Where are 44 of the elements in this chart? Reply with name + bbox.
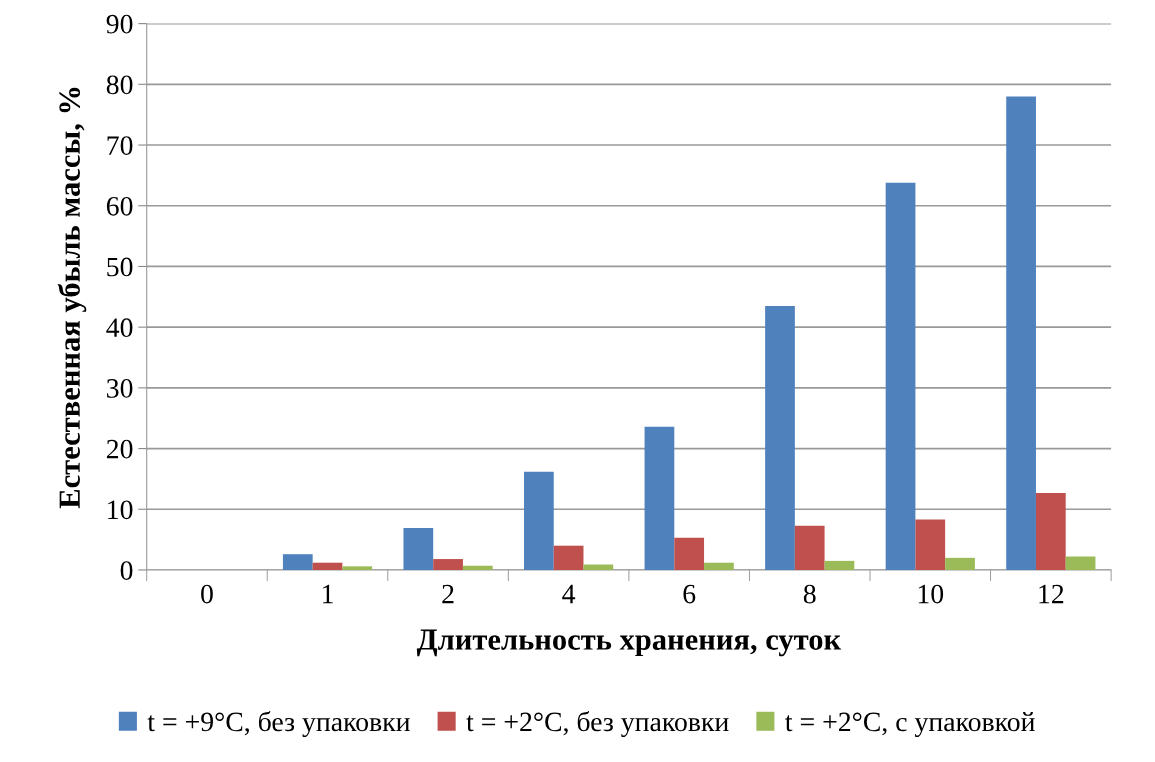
- x-tick-label: 12: [1039, 584, 1064, 604]
- bar: [1006, 96, 1036, 570]
- x-tick-label: 2: [442, 584, 454, 604]
- y-tick-label: 10: [108, 500, 133, 520]
- legend-label: t = +2°C, с упаковкой: [785, 711, 1035, 737]
- bar: [312, 562, 343, 570]
- bar: [824, 560, 855, 570]
- bar: [1035, 492, 1066, 570]
- y-tick-label: 70: [107, 136, 133, 155]
- bar: [1065, 556, 1096, 570]
- bar: [704, 562, 734, 570]
- y-tick-label: 30: [107, 379, 133, 398]
- bar: [342, 566, 373, 570]
- x-tick-label: 10: [918, 584, 944, 604]
- y-tick-label: 90: [106, 14, 133, 34]
- y-tick-label: 0: [120, 561, 133, 580]
- x-tick-label: 4: [562, 584, 576, 604]
- bar: [403, 528, 434, 570]
- bar: [644, 426, 675, 570]
- x-tick-label: 8: [803, 584, 816, 604]
- bar: [583, 564, 614, 570]
- x-tick-label: 0: [201, 584, 213, 604]
- y-axis-title: Естественная убыль массы, %: [57, 87, 87, 509]
- bar: [553, 545, 584, 570]
- y-tick-label: 40: [106, 318, 133, 338]
- bar: [282, 554, 313, 570]
- bar: [674, 537, 705, 570]
- x-tick-label: 6: [683, 584, 696, 604]
- legend-label: t = +2°C, без упаковки: [466, 711, 729, 737]
- bar: [433, 559, 463, 570]
- legend-label: t = +9°C, без упаковки: [147, 711, 410, 737]
- bar: [885, 182, 916, 570]
- bar: [794, 525, 825, 570]
- y-tick-label: 60: [106, 196, 133, 216]
- bar: [945, 557, 975, 570]
- bar: [524, 471, 554, 570]
- y-tick-label: 20: [106, 439, 133, 459]
- x-tick-label: 1: [323, 584, 333, 604]
- y-tick-label: 50: [107, 257, 133, 277]
- bar: [915, 519, 946, 570]
- y-tick-label: 80: [106, 75, 133, 95]
- x-axis-title: Длительность хранения, суток: [416, 629, 842, 657]
- bar: [462, 565, 493, 570]
- bar: [765, 305, 795, 570]
